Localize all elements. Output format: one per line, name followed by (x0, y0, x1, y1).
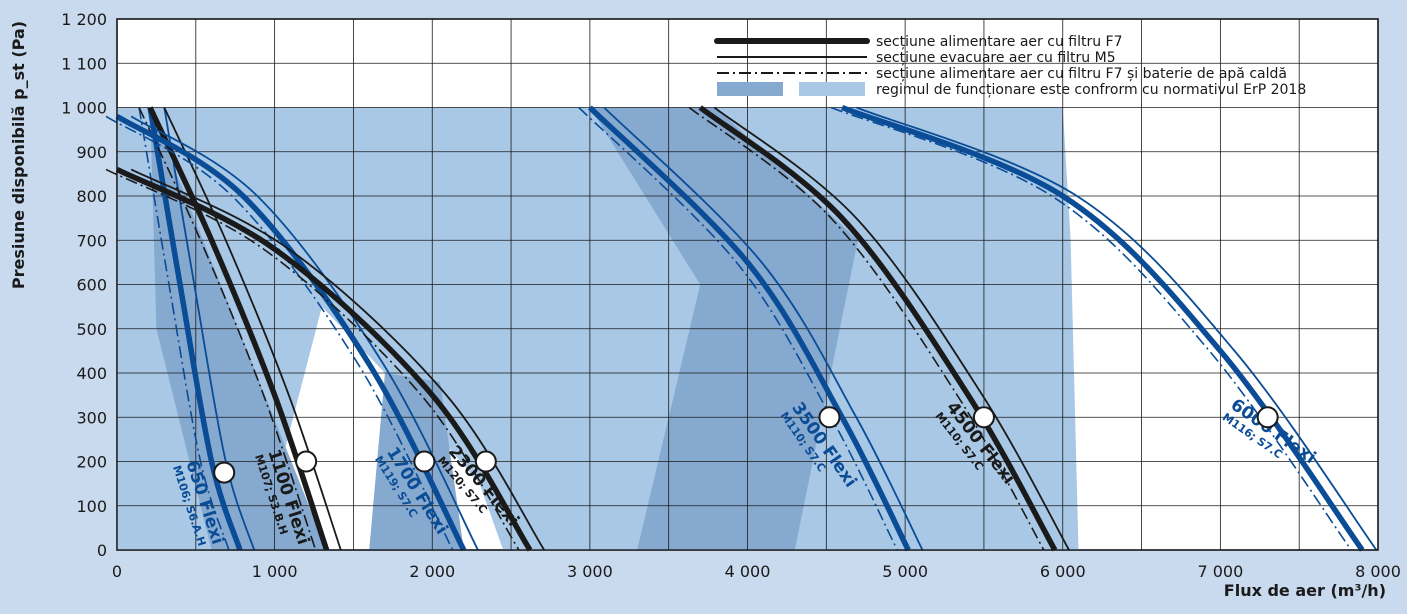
curve-3500-flexi-exhaust (603, 106, 924, 551)
curve-4500-flexi-heater (688, 106, 1045, 551)
x-axis-title: Flux de aer (m³/h) (1224, 581, 1386, 600)
y-tick-label: 200 (76, 453, 107, 472)
x-tick-label: 0 (112, 562, 122, 581)
legend-label: secțiune alimentare aer cu filtru F7 (876, 34, 1123, 50)
curve-2300-flexi-heater (105, 168, 520, 551)
plot-border (116, 18, 1379, 551)
y-tick-label: 700 (76, 231, 107, 250)
curve-1700-flexi-heater (105, 115, 454, 551)
curve-6000-flexi-heater (830, 106, 1352, 551)
operating-point (213, 461, 236, 484)
y-tick-label: 1 100 (61, 54, 107, 73)
operating-points (213, 406, 1279, 484)
x-tick-label: 5 000 (882, 562, 928, 581)
x-tick-label: 2 000 (409, 562, 455, 581)
curves-layer (105, 104, 1378, 552)
curve-650-flexi-exhaust (163, 107, 255, 551)
x-tick-label: 6 000 (1040, 562, 1086, 581)
operating-point (972, 406, 995, 429)
curve-1100-flexi-heater (138, 107, 317, 551)
x-tick-label: 3 000 (567, 562, 613, 581)
curve-4500-flexi-supply (698, 105, 1058, 552)
curve-2300-flexi-exhaust (130, 168, 545, 551)
curve-650-flexi-heater (138, 107, 230, 551)
y-tick-label: 100 (76, 497, 107, 516)
operating-point (474, 450, 497, 473)
curve-4500-flexi-exhaust (713, 106, 1070, 551)
operating-point (1256, 406, 1279, 429)
y-tick-label: 800 (76, 187, 107, 206)
legend-label: regimul de funcționare este confrorm cu … (876, 82, 1306, 98)
y-axis-title: Presiune disponibilă p_st (Pa) (9, 21, 28, 289)
x-tick-label: 7 000 (1197, 562, 1243, 581)
y-tick-label: 300 (76, 408, 107, 427)
legend-label: secțiune evacuare aer cu filtru M5 (876, 50, 1116, 66)
y-tick-label: 600 (76, 276, 107, 295)
axis-ticks: 0 1 000 2 000 3 000 4 000 5 000 6 000 7 000 8 00… (61, 10, 1401, 581)
curve-3500-flexi-supply (587, 105, 911, 552)
y-tick-label: 1 000 (61, 99, 107, 118)
y-tick-label: 0 (97, 541, 107, 560)
curve-3500-flexi-heater (578, 106, 898, 551)
operating-point (818, 406, 841, 429)
curve-1700-flexi-exhaust (130, 115, 479, 551)
x-tick-label: 8 000 (1355, 562, 1401, 581)
y-tick-label: 500 (76, 320, 107, 339)
legend-swatch-light (799, 82, 865, 96)
curve-1100-flexi-supply (147, 106, 330, 551)
curve-650-flexi-supply (147, 107, 243, 551)
legend: secțiune alimentare aer cu filtru F7secț… (714, 34, 1306, 98)
x-tick-label: 1 000 (252, 562, 298, 581)
curve-6000-flexi-exhaust (855, 106, 1378, 551)
legend-label: secțiune alimentare aer cu filtru F7 și … (876, 66, 1287, 82)
operating-point (295, 450, 318, 473)
y-tick-label: 400 (76, 364, 107, 383)
legend-swatch-dark (717, 82, 783, 96)
y-tick-label: 900 (76, 143, 107, 162)
curve-6000-flexi-supply (841, 104, 1365, 552)
y-tick-label: 1 200 (61, 10, 107, 29)
operating-point (413, 450, 436, 473)
x-tick-label: 4 000 (725, 562, 771, 581)
curve-2300-flexi-supply (115, 166, 533, 552)
